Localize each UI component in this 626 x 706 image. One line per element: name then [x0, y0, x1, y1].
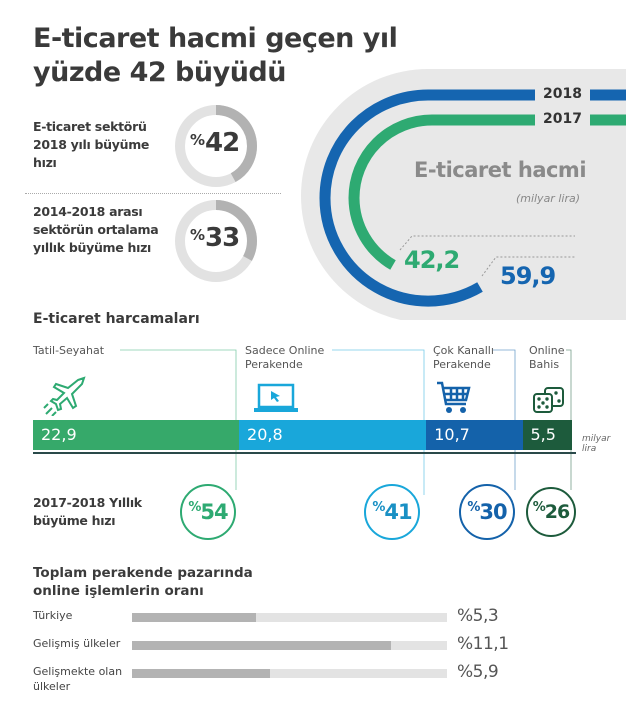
bar-segment: 20,8	[239, 420, 427, 450]
volume-unit: (milyar lira)	[515, 192, 580, 205]
growth-badge: % 26	[526, 487, 576, 537]
category-label: Çok Kanallı Perakende	[433, 344, 494, 371]
page-title: E-ticaret hacmi geçen yıl yüzde 42 büyüd…	[33, 23, 398, 88]
bar-value: 10,7	[434, 425, 470, 444]
bar-value: 20,8	[247, 425, 283, 444]
stat-label: 2014-2018 arası sektörün ortalama yıllık…	[33, 204, 159, 255]
bar-track	[132, 613, 447, 622]
divider	[25, 193, 281, 194]
bar-track	[132, 641, 447, 650]
share-title: Toplam perakende pazarında online işleml…	[33, 565, 253, 599]
spending-title: E-ticaret harcamaları	[33, 311, 200, 327]
row-value: %5,9	[457, 662, 499, 682]
background-shape	[428, 69, 626, 320]
bar-fill	[132, 613, 256, 622]
row-label: Gelişmiş ülkeler	[33, 637, 121, 650]
row-value: %5,3	[457, 606, 499, 626]
arc-2018	[319, 89, 535, 307]
value-2018: 59,9	[500, 262, 556, 290]
category-label: Sadece Online Perakende	[245, 344, 325, 371]
volume-title: E-ticaret hacmi	[414, 158, 587, 182]
donut-chart	[175, 200, 257, 282]
bar-segment: 22,9	[33, 420, 240, 450]
row-label: Gelişmekte olan ülkeler	[33, 665, 123, 693]
growth-badge: % 30	[459, 484, 515, 540]
bar-segment: 10,7	[426, 420, 523, 450]
arc-2017	[348, 114, 535, 270]
bar-baseline	[33, 452, 576, 454]
legend-2018: 2018	[543, 86, 582, 102]
growth-label: 2017-2018 Yıllık büyüme hızı	[33, 495, 142, 528]
bar-value: 22,9	[41, 425, 77, 444]
stat-label: E-ticaret sektörü 2018 yılı büyüme hızı	[33, 119, 150, 170]
donut-fill	[175, 105, 257, 187]
shopping-cart-icon	[437, 381, 471, 413]
laptop-icon	[254, 383, 298, 412]
bar-fill	[132, 641, 391, 650]
category-label: Online Bahis	[529, 344, 565, 371]
bar-unit: milyar lira	[582, 434, 611, 454]
value-2017: 42,2	[404, 246, 460, 274]
growth-badge: % 54	[180, 484, 236, 540]
bar-segment: 5,5	[522, 420, 572, 450]
stacked-bar: 22,9 20,8 10,7 5,5	[33, 420, 572, 450]
donut-chart	[175, 105, 257, 187]
airplane-icon	[43, 376, 86, 416]
bar-track	[132, 669, 447, 678]
row-value: %11,1	[457, 634, 509, 654]
donut-fill	[175, 200, 257, 282]
stat-value: %33	[190, 223, 240, 253]
bar-value: 5,5	[530, 425, 556, 444]
legend-2017: 2017	[543, 111, 582, 127]
dice-icon	[533, 387, 564, 413]
volume-arc-chart	[301, 69, 626, 320]
bar-fill	[132, 669, 270, 678]
growth-badge: % 41	[364, 484, 420, 540]
row-label: Türkiye	[33, 609, 73, 622]
category-label: Tatil-Seyahat	[33, 344, 105, 357]
leader-line	[481, 256, 575, 277]
stat-value: %42	[190, 128, 240, 158]
